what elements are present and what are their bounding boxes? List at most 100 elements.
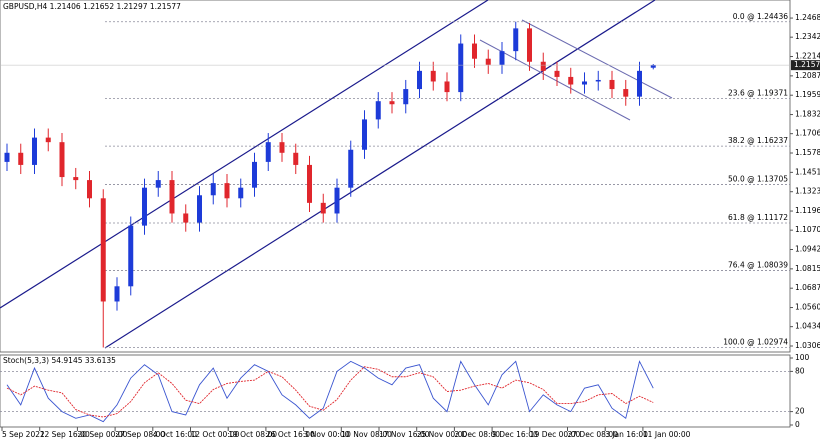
- main-frame: [0, 0, 791, 353]
- fib-label: 23.6 @ 1.19371: [728, 89, 788, 98]
- y-tick-label: 1.2342: [795, 32, 820, 41]
- fib-label: 0.0 @ 1.24436: [733, 12, 788, 21]
- candle-body: [348, 149, 354, 188]
- y-tick-label: 1.06875: [795, 283, 820, 292]
- stoch-frame: [0, 354, 791, 428]
- candle-body: [4, 152, 10, 162]
- y-tick-label: 1.14510: [795, 167, 820, 176]
- x-tick-label: 12 Sep 16:00: [40, 430, 90, 439]
- down-channel-line: [479, 39, 631, 121]
- x-tick-label: 5 Sep 2022: [2, 430, 45, 439]
- candle-body: [128, 225, 134, 287]
- y-tick-label: 1.15785: [795, 148, 820, 157]
- candle-body: [307, 164, 312, 203]
- candle-body: [650, 65, 656, 68]
- candle-body: [293, 152, 299, 165]
- candle-body: [142, 187, 147, 226]
- candle-body: [114, 286, 120, 302]
- y-tick-label: 1.18320: [795, 110, 820, 119]
- candle-body: [609, 79, 615, 90]
- candle-body: [197, 195, 202, 223]
- y-tick-label: 1.08150: [795, 264, 820, 273]
- stoch-tick-label: 20: [795, 407, 805, 416]
- fib-label: 61.8 @ 1.11172: [728, 213, 788, 222]
- candle-body: [444, 81, 450, 93]
- candle-body: [224, 183, 230, 199]
- x-tick-label: 25 Nov 00:00: [417, 430, 468, 439]
- candle-body: [595, 79, 601, 82]
- candle-body: [637, 70, 642, 97]
- candle-body: [279, 142, 285, 153]
- channel-line: [0, 0, 489, 309]
- candle-body: [100, 198, 106, 302]
- candle-body: [87, 180, 92, 199]
- stoch-tick-label: 0: [795, 420, 800, 429]
- x-tick-label: 11 Jan 00:00: [643, 430, 691, 439]
- candle-body: [45, 137, 51, 143]
- candle-body: [210, 183, 216, 196]
- x-tick-label: 3 Jan 16:00: [605, 430, 648, 439]
- candle-body: [155, 180, 161, 188]
- candle-body: [169, 180, 175, 214]
- x-tick-label: 19 Dec 00:00: [530, 430, 581, 439]
- fib-label: 100.0 @ 1.02974: [723, 337, 788, 346]
- candle-body: [499, 51, 505, 65]
- x-tick-label: 20 Sep 00:00: [77, 430, 127, 439]
- x-tick-label: 4 Oct 16:00: [153, 430, 197, 439]
- x-tick-label: 9 Dec 16:00: [492, 430, 538, 439]
- stoch-tick-label: 100: [795, 353, 810, 362]
- candle-body: [252, 161, 257, 188]
- x-tick-label: 27 Sep 08:00: [115, 430, 165, 439]
- y-tick-label: 1.04340: [795, 322, 820, 331]
- down-channel-line: [521, 19, 673, 99]
- candle-body: [403, 89, 409, 105]
- y-tick-label: 1.17060: [795, 129, 820, 138]
- stoch-line: [6, 360, 654, 423]
- x-tick-label: 19 Oct 08:00: [228, 430, 277, 439]
- candle-body: [73, 177, 79, 181]
- candle-body: [417, 70, 422, 90]
- y-tick-label: 1.24680: [795, 13, 820, 22]
- stoch-tick-label: 80: [795, 366, 805, 375]
- y-tick-label: 1.09425: [795, 245, 820, 254]
- x-tick-label: 10 Nov 08:00: [341, 430, 392, 439]
- x-tick-label: 2 Dec 08:00: [454, 430, 500, 439]
- candle-body: [265, 142, 271, 162]
- candle-body: [582, 81, 587, 85]
- candle-body: [375, 101, 381, 120]
- y-tick-label: 1.11960: [795, 206, 820, 215]
- x-tick-label: 17 Nov 16:00: [379, 430, 430, 439]
- candle-body: [362, 119, 367, 150]
- candle-body: [554, 70, 560, 77]
- stoch-title: Stoch(5,3,3) 54.9145 33.6135: [3, 356, 116, 365]
- chart-title: GBPUSD,H4 1.21406 1.21652 1.21297 1.2157…: [3, 2, 181, 11]
- candle-body: [485, 58, 491, 65]
- last-price-label: 1.21577: [794, 60, 820, 69]
- y-tick-label: 1.22145: [795, 52, 820, 61]
- y-tick-label: 1.03065: [795, 341, 820, 350]
- candle-body: [458, 43, 464, 93]
- candle-body: [389, 101, 395, 105]
- x-tick-label: 27 Dec 08:00: [568, 430, 619, 439]
- candle-body: [334, 187, 340, 214]
- candle-body: [320, 202, 326, 214]
- channel-line: [104, 0, 656, 349]
- candle-body: [32, 137, 37, 165]
- x-tick-label: 26 Oct 16:00: [266, 430, 315, 439]
- last-price-box: [791, 60, 820, 71]
- candle-body: [527, 28, 532, 62]
- y-tick-label: 1.20870: [795, 71, 820, 80]
- fib-label: 50.0 @ 1.13705: [728, 175, 788, 184]
- candle-body: [623, 89, 629, 97]
- y-tick-label: 1.13235: [795, 187, 820, 196]
- x-tick-label: 12 Oct 00:00: [191, 430, 240, 439]
- candle-body: [18, 152, 24, 165]
- fib-label: 76.4 @ 1.08039: [728, 261, 788, 270]
- y-tick-label: 1.05600: [795, 303, 820, 312]
- y-tick-label: 1.19595: [795, 90, 820, 99]
- candle-body: [430, 70, 436, 82]
- x-tick-label: 3 Nov 00:00: [304, 430, 350, 439]
- candle-body: [472, 43, 477, 59]
- candle-body: [540, 61, 546, 71]
